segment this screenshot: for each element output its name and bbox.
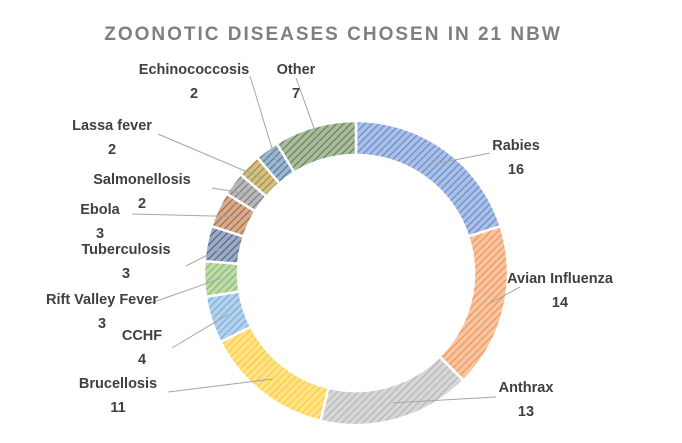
label-value-cchf: 4 bbox=[138, 352, 146, 368]
slice-rift-valley-fever bbox=[202, 259, 241, 299]
label-value-brucellosis: 11 bbox=[110, 400, 125, 416]
label-name-tuberculosis: Tuberculosis bbox=[81, 242, 170, 258]
slices-group bbox=[202, 119, 510, 427]
leader-line-brucellosis bbox=[167, 378, 273, 393]
label-name-salmonellosis: Salmonellosis bbox=[93, 172, 191, 188]
label-value-avian-influenza: 14 bbox=[552, 295, 568, 311]
label-name-avian-influenza: Avian Influenza bbox=[507, 271, 614, 287]
label-value-tuberculosis: 3 bbox=[122, 266, 130, 282]
label-value-lassa-fever: 2 bbox=[108, 142, 116, 158]
label-value-anthrax: 13 bbox=[518, 404, 534, 420]
label-value-ebola: 3 bbox=[96, 226, 104, 242]
label-name-ebola: Ebola bbox=[80, 202, 120, 218]
leader-line-cchf bbox=[171, 314, 228, 349]
slice-anthrax bbox=[319, 354, 466, 427]
label-name-cchf: CCHF bbox=[122, 328, 162, 344]
label-name-other: Other bbox=[277, 62, 316, 78]
chart-title: ZOONOTIC DISEASES CHOSEN IN 21 NBW bbox=[104, 24, 562, 45]
label-name-rabies: Rabies bbox=[492, 138, 540, 154]
label-value-echinococcosis: 2 bbox=[190, 86, 198, 102]
slice-other bbox=[274, 119, 358, 175]
label-name-lassa-fever: Lassa fever bbox=[72, 118, 152, 134]
label-value-rabies: 16 bbox=[508, 162, 524, 178]
label-value-rift-valley-fever: 3 bbox=[98, 316, 106, 332]
leader-lines-group bbox=[131, 75, 521, 404]
label-value-salmonellosis: 2 bbox=[138, 196, 146, 212]
slice-brucellosis bbox=[218, 324, 330, 423]
leader-line-avian-influenza bbox=[487, 286, 521, 305]
label-name-anthrax: Anthrax bbox=[499, 380, 554, 396]
label-name-echinococcosis: Echinococcosis bbox=[139, 62, 249, 78]
leader-line-salmonellosis bbox=[211, 187, 247, 195]
slice-avian-influenza bbox=[437, 224, 510, 383]
leader-line-rift-valley-fever bbox=[147, 277, 222, 305]
label-name-brucellosis: Brucellosis bbox=[79, 376, 157, 392]
leader-line-tuberculosis bbox=[185, 246, 224, 267]
leader-line-anthrax bbox=[392, 396, 497, 404]
leader-line-other bbox=[295, 77, 320, 144]
labels-group: Rabies 16 Avian Influenza 14 Anthrax 13 Brucel… bbox=[46, 62, 614, 420]
slice-rabies bbox=[354, 119, 503, 239]
leader-line-ebola bbox=[131, 213, 234, 217]
leader-line-echinococcosis bbox=[249, 75, 278, 164]
leader-line-lassa-fever bbox=[157, 133, 261, 179]
label-value-other: 7 bbox=[292, 86, 300, 102]
leader-line-rabies bbox=[435, 152, 491, 165]
label-name-rift-valley-fever: Rift Valley Fever bbox=[46, 292, 158, 308]
